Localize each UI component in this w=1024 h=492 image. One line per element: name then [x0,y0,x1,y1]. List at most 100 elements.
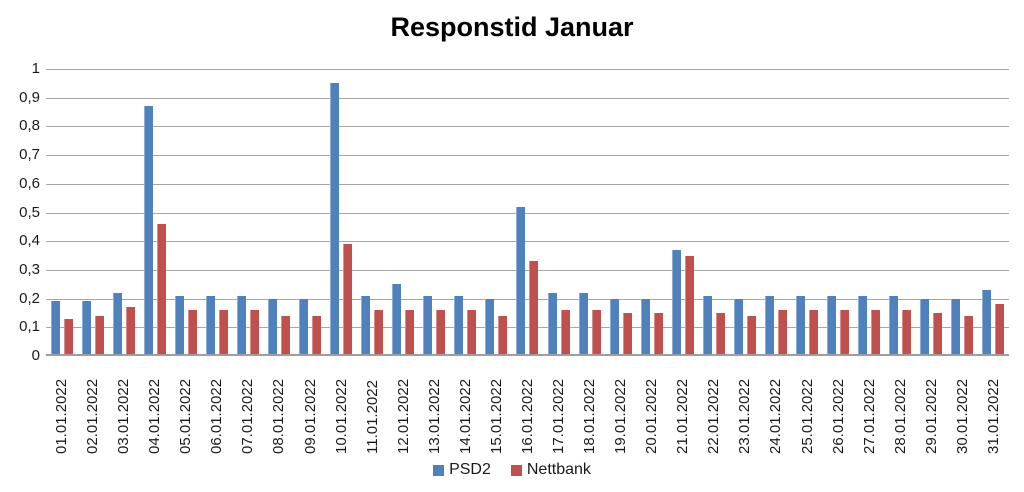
x-axis-tick-label: 22.01.2022 [705,378,723,454]
x-axis-cell: 29.01.2022 [916,362,947,457]
gridline [46,184,1009,185]
y-axis: 1 0,9 0,8 0,7 0,6 0,5 0,4 0,3 0,2 0,1 0 [0,60,40,364]
legend-item-nettbank: Nettbank [510,461,591,479]
x-axis-cell: 31.01.2022 [978,362,1009,457]
x-axis-cell: 27.01.2022 [854,362,885,457]
x-axis: 01.01.2022 02.01.2022 03.01.2022 04.01.2022… [46,362,1009,457]
y-axis-tick-label: 0,3 [19,261,40,278]
bar-nettbank [840,310,850,356]
chart-title: Responstid Januar [390,12,634,42]
x-axis-cell: 08.01.2022 [263,362,294,457]
bar-nettbank [560,310,570,356]
bar-nettbank [933,312,943,356]
bar-group [450,69,481,356]
bar-psd2 [702,295,712,356]
bar-psd2 [951,298,961,356]
bar-group [295,69,326,356]
bar-nettbank [125,307,135,356]
legend: PSD2 Nettbank [0,460,1024,480]
gridline [46,213,1009,214]
bar-psd2 [236,295,246,356]
gridline [46,327,1009,328]
bar-group [792,69,823,356]
bar-nettbank [964,315,974,356]
bar-psd2 [361,295,371,356]
gridline [46,69,1009,70]
bar-group [201,69,232,356]
x-axis-cell: 05.01.2022 [170,362,201,457]
bars-row [46,69,1009,356]
x-axis-cell: 18.01.2022 [574,362,605,457]
bar-group [108,69,139,356]
x-axis-tick-label: 29.01.2022 [922,378,940,454]
bar-nettbank [809,310,819,356]
y-axis-tick-label: 0,9 [19,89,40,106]
bar-nettbank [746,315,756,356]
bar-nettbank [622,312,632,356]
bar-nettbank [715,312,725,356]
x-axis-tick-label: 17.01.2022 [550,378,568,454]
y-axis-tick-label: 0,1 [19,318,40,335]
x-axis-baseline [46,354,1009,356]
x-axis-cell: 24.01.2022 [760,362,791,457]
x-axis-tick-label: 05.01.2022 [177,378,195,454]
bar-psd2 [174,295,184,356]
bar-nettbank [498,315,508,356]
bar-psd2 [485,298,495,356]
x-axis-tick-label: 31.01.2022 [984,378,1002,454]
bar-psd2 [205,295,215,356]
y-axis-tick-label: 0,8 [19,117,40,134]
bar-nettbank [343,244,353,356]
bar-group [605,69,636,356]
x-axis-cell: 23.01.2022 [729,362,760,457]
x-axis-cell: 14.01.2022 [450,362,481,457]
x-axis-tick-label: 24.01.2022 [767,378,785,454]
bar-nettbank [902,310,912,356]
x-axis-tick-label: 15.01.2022 [487,378,505,454]
gridline [46,126,1009,127]
x-axis-tick-label: 07.01.2022 [239,378,257,454]
bar-psd2 [920,298,930,356]
bar-group [698,69,729,356]
bar-psd2 [330,83,340,356]
gridline [46,98,1009,99]
bar-group [481,69,512,356]
legend-swatch-nettbank-icon [510,464,522,476]
y-axis-tick-label: 0,7 [19,146,40,163]
x-axis-tick-label: 23.01.2022 [736,378,754,454]
y-axis-tick-label: 0 [31,347,40,364]
x-axis-tick-label: 19.01.2022 [612,378,630,454]
x-axis-tick-label: 28.01.2022 [891,378,909,454]
x-axis-cell: 28.01.2022 [885,362,916,457]
x-axis-tick-label: 01.01.2022 [53,378,71,454]
bar-nettbank [871,310,881,356]
x-axis-cell: 19.01.2022 [605,362,636,457]
bar-psd2 [733,298,743,356]
x-axis-tick-label: 11.01.2022 [363,380,381,454]
bar-nettbank [684,255,694,356]
x-axis-tick-label: 02.01.2022 [84,378,102,454]
bar-psd2 [858,295,868,356]
bar-group [263,69,294,356]
bar-psd2 [827,295,837,356]
bar-group [978,69,1009,356]
bar-psd2 [299,298,309,356]
bar-psd2 [112,292,122,356]
x-axis-tick-label: 13.01.2022 [425,378,443,454]
bar-nettbank [467,310,477,356]
legend-label-nettbank: Nettbank [526,461,591,478]
bar-nettbank [591,310,601,356]
bar-group [543,69,574,356]
x-axis-tick-label: 21.01.2022 [674,378,692,454]
bar-group [729,69,760,356]
x-axis-tick-label: 14.01.2022 [456,378,474,454]
bar-group [854,69,885,356]
bar-psd2 [889,295,899,356]
bar-psd2 [50,301,60,356]
bar-nettbank [405,310,415,356]
y-axis-tick-label: 1 [31,60,40,77]
legend-swatch-psd2-icon [433,464,445,476]
bar-nettbank [653,312,663,356]
x-axis-tick-label: 20.01.2022 [643,378,661,454]
x-axis-cell: 13.01.2022 [419,362,450,457]
